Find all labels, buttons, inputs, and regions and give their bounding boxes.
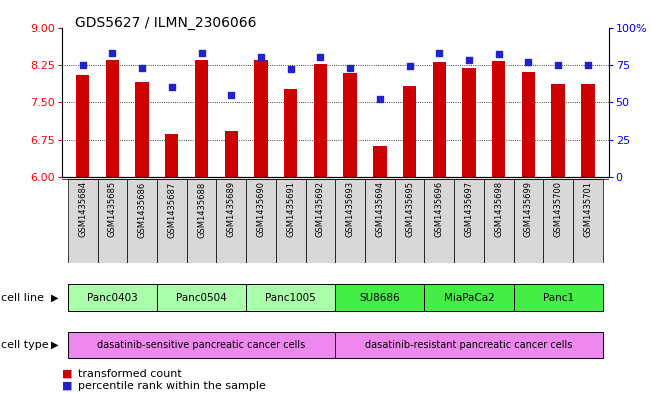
- Point: [167, 84, 177, 90]
- Bar: [573, 179, 603, 263]
- Bar: [195, 60, 208, 177]
- Bar: [246, 285, 335, 311]
- Bar: [365, 179, 395, 263]
- Text: Panc1: Panc1: [542, 293, 574, 303]
- Text: GSM1435697: GSM1435697: [465, 181, 473, 237]
- Text: GSM1435691: GSM1435691: [286, 181, 295, 237]
- Point: [345, 65, 355, 71]
- Text: ■: ■: [62, 381, 72, 391]
- Bar: [484, 179, 514, 263]
- Text: Panc0403: Panc0403: [87, 293, 138, 303]
- Bar: [581, 84, 594, 177]
- Text: cell type: cell type: [1, 340, 49, 350]
- Bar: [76, 75, 89, 177]
- Bar: [105, 60, 119, 177]
- Bar: [344, 73, 357, 177]
- Bar: [551, 84, 565, 177]
- Bar: [68, 179, 98, 263]
- Text: GSM1435689: GSM1435689: [227, 181, 236, 237]
- Text: percentile rank within the sample: percentile rank within the sample: [78, 381, 266, 391]
- Point: [137, 65, 147, 71]
- Bar: [135, 82, 149, 177]
- Bar: [216, 179, 246, 263]
- Bar: [335, 332, 603, 358]
- Point: [583, 62, 593, 68]
- Bar: [492, 61, 505, 177]
- Bar: [335, 285, 424, 311]
- Text: GSM1435701: GSM1435701: [583, 181, 592, 237]
- Bar: [284, 89, 298, 177]
- Text: GSM1435684: GSM1435684: [78, 181, 87, 237]
- Bar: [246, 179, 276, 263]
- Bar: [373, 146, 387, 177]
- Text: SU8686: SU8686: [359, 293, 400, 303]
- Bar: [157, 179, 187, 263]
- Text: Panc0504: Panc0504: [176, 293, 227, 303]
- Text: dasatinib-sensitive pancreatic cancer cells: dasatinib-sensitive pancreatic cancer ce…: [98, 340, 306, 350]
- Text: transformed count: transformed count: [78, 369, 182, 379]
- Text: GSM1435692: GSM1435692: [316, 181, 325, 237]
- Text: GSM1435687: GSM1435687: [167, 181, 176, 238]
- Point: [434, 50, 445, 56]
- Text: GSM1435685: GSM1435685: [108, 181, 117, 237]
- Text: GSM1435693: GSM1435693: [346, 181, 355, 237]
- Text: MiaPaCa2: MiaPaCa2: [443, 293, 494, 303]
- Text: GSM1435699: GSM1435699: [524, 181, 533, 237]
- Point: [256, 54, 266, 61]
- Point: [197, 50, 207, 56]
- Bar: [514, 285, 603, 311]
- Text: GSM1435686: GSM1435686: [137, 181, 146, 238]
- Bar: [314, 64, 327, 177]
- Point: [464, 57, 474, 64]
- Bar: [335, 179, 365, 263]
- Point: [374, 96, 385, 102]
- Bar: [462, 68, 476, 177]
- Text: GSM1435695: GSM1435695: [405, 181, 414, 237]
- Bar: [521, 72, 535, 177]
- Bar: [187, 179, 216, 263]
- Bar: [276, 179, 305, 263]
- Bar: [433, 62, 446, 177]
- Text: ■: ■: [62, 369, 72, 379]
- Point: [107, 50, 118, 56]
- Text: cell line: cell line: [1, 293, 44, 303]
- Text: GDS5627 / ILMN_2306066: GDS5627 / ILMN_2306066: [75, 16, 256, 30]
- Bar: [454, 179, 484, 263]
- Bar: [305, 179, 335, 263]
- Point: [286, 66, 296, 72]
- Text: ▶: ▶: [51, 293, 59, 303]
- Text: ▶: ▶: [51, 340, 59, 350]
- Bar: [165, 134, 178, 177]
- Bar: [544, 179, 573, 263]
- Bar: [68, 285, 157, 311]
- Text: GSM1435696: GSM1435696: [435, 181, 444, 237]
- Point: [404, 63, 415, 70]
- Bar: [514, 179, 544, 263]
- Bar: [225, 131, 238, 177]
- Bar: [424, 285, 514, 311]
- Text: GSM1435694: GSM1435694: [376, 181, 384, 237]
- Point: [553, 62, 563, 68]
- Bar: [127, 179, 157, 263]
- Point: [493, 51, 504, 57]
- Point: [315, 54, 326, 61]
- Bar: [395, 179, 424, 263]
- Point: [523, 59, 534, 65]
- Point: [226, 92, 236, 98]
- Bar: [424, 179, 454, 263]
- Point: [77, 62, 88, 68]
- Text: GSM1435700: GSM1435700: [553, 181, 562, 237]
- Text: GSM1435690: GSM1435690: [256, 181, 266, 237]
- Bar: [255, 60, 268, 177]
- Text: Panc1005: Panc1005: [266, 293, 316, 303]
- Text: dasatinib-resistant pancreatic cancer cells: dasatinib-resistant pancreatic cancer ce…: [365, 340, 573, 350]
- Bar: [403, 86, 416, 177]
- Bar: [68, 332, 335, 358]
- Text: GSM1435688: GSM1435688: [197, 181, 206, 238]
- Bar: [98, 179, 127, 263]
- Text: GSM1435698: GSM1435698: [494, 181, 503, 237]
- Bar: [157, 285, 246, 311]
